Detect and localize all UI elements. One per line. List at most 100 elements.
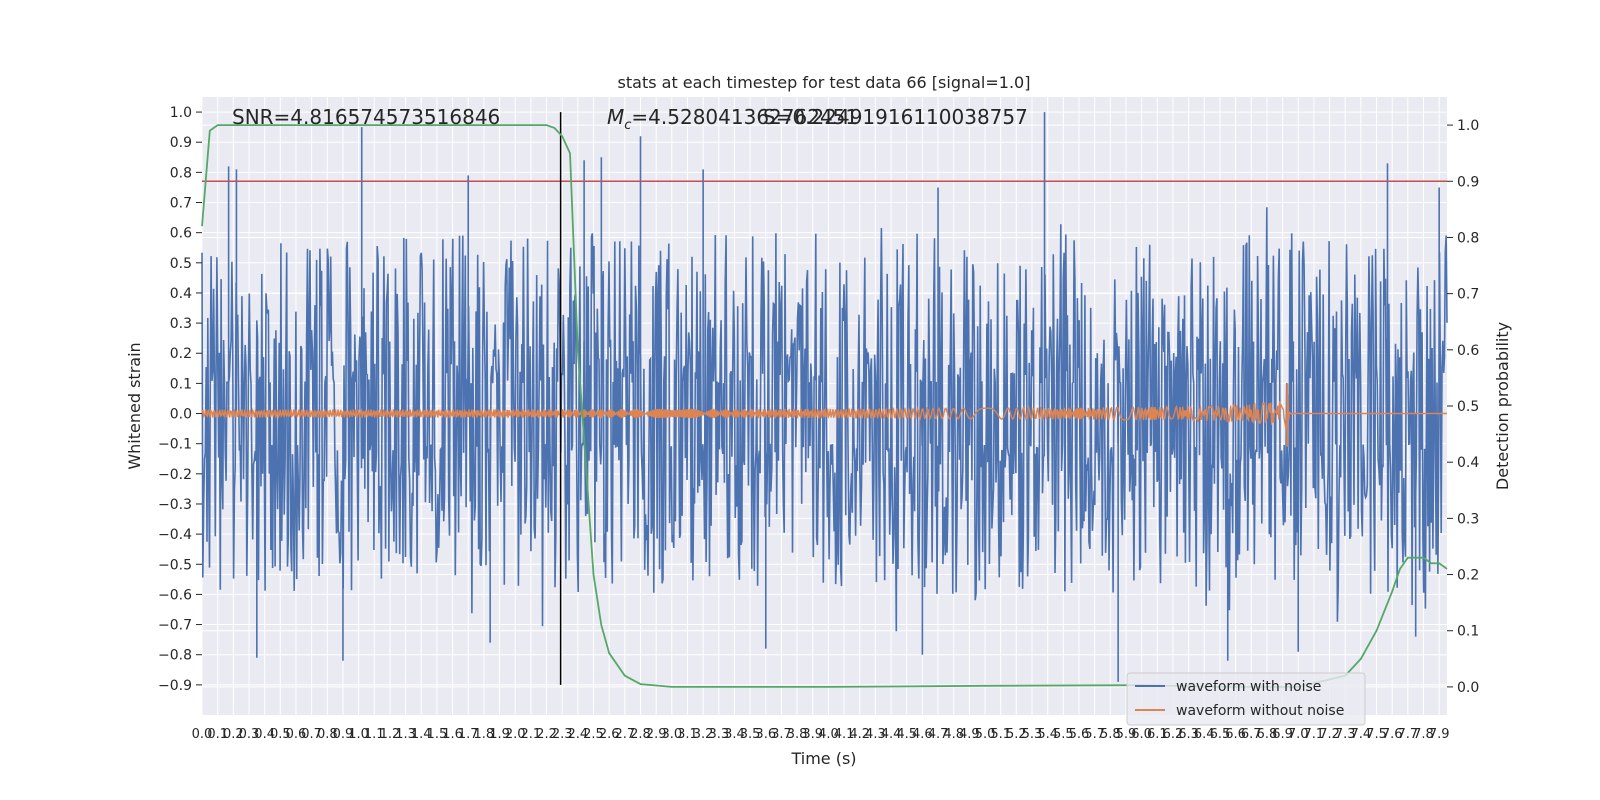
x-tick-label: 6.3 — [1178, 727, 1199, 742]
x-tick-label: 4.9 — [959, 727, 980, 742]
x-tick-label: 6.1 — [1147, 727, 1168, 742]
x-tick-label: 2.3 — [552, 727, 573, 742]
x-tick-label: 3.9 — [802, 727, 823, 742]
y-tick-label-left: −0.6 — [158, 587, 192, 603]
x-tick-label: 7.3 — [1335, 727, 1356, 742]
x-tick-label: 7.2 — [1319, 727, 1340, 742]
x-tick-label: 4.3 — [865, 727, 886, 742]
x-tick-label: 4.1 — [834, 727, 855, 742]
y-tick-label-left: −0.9 — [158, 678, 192, 694]
y-tick-label-right: 0.7 — [1457, 287, 1479, 303]
legend-noise-label: waveform with noise — [1176, 679, 1321, 695]
x-tick-label: 1.8 — [474, 727, 495, 742]
x-tick-label: 6.0 — [1131, 727, 1152, 742]
x-tick-label: 7.8 — [1413, 727, 1434, 742]
x-tick-label: 5.0 — [975, 727, 996, 742]
x-tick-label: 5.8 — [1100, 727, 1121, 742]
series-waveform-without-noise — [201, 383, 1447, 447]
chirp-mass-subscript: c — [624, 118, 631, 133]
x-tick-label: 1.7 — [458, 727, 479, 742]
x-tick-label: 0.5 — [270, 727, 291, 742]
x-tick-label: 5.1 — [990, 727, 1011, 742]
x-tick-label: 0.9 — [333, 727, 354, 742]
x-tick-label: 4.7 — [928, 727, 949, 742]
x-tick-label: 4.4 — [881, 727, 902, 742]
x-tick-label: 0.2 — [223, 727, 244, 742]
chirp-mass-symbol: M — [607, 105, 624, 129]
y-tick-label-left: 0.1 — [170, 376, 192, 392]
chart-title: stats at each timestep for test data 66 … — [618, 73, 1031, 92]
x-tick-label: 5.3 — [1022, 727, 1043, 742]
y-tick-label-left: −0.2 — [158, 467, 192, 483]
x-tick-label: 5.6 — [1069, 727, 1090, 742]
x-tick-label: 1.4 — [411, 727, 432, 742]
x-tick-labels: 0.00.10.20.30.40.50.60.70.80.91.01.11.21… — [192, 727, 1450, 742]
x-tick-label: 1.2 — [380, 727, 401, 742]
chart-overlay — [201, 112, 1448, 688]
x-tick-label: 5.9 — [1116, 727, 1137, 742]
y-tick-label-left: 0.3 — [170, 316, 192, 332]
x-tick-label: 2.4 — [568, 727, 589, 742]
x-tick-label: 5.2 — [1006, 727, 1027, 742]
y-tick-label-left: −0.3 — [158, 497, 192, 513]
y-tick-label-left: 1.0 — [170, 105, 192, 121]
x-tick-label: 0.7 — [301, 727, 322, 742]
x-tick-label: 7.0 — [1288, 727, 1309, 742]
right-y-tick-labels: 1.0 0.9 0.8 0.7 0.6 0.5 0.4 0.3 0.2 0.1 0.0 — [1447, 118, 1479, 696]
x-tick-label: 6.8 — [1257, 727, 1278, 742]
y-axis-right-label: Detection probability — [1493, 322, 1512, 490]
y-tick-label-right: 0.1 — [1457, 624, 1479, 640]
x-tick-label: 6.9 — [1272, 727, 1293, 742]
x-tick-label: 2.2 — [536, 727, 557, 742]
x-tick-label: 0.6 — [286, 727, 307, 742]
x-tick-label: 3.4 — [724, 727, 745, 742]
y-tick-label-right: 0.0 — [1457, 680, 1479, 696]
y-tick-label-left: 0.7 — [170, 196, 192, 212]
y-tick-label-left: −0.4 — [158, 527, 192, 543]
y-tick-label-right: 0.6 — [1457, 343, 1479, 359]
x-tick-label: 3.5 — [740, 727, 761, 742]
y-tick-label-left: 0.8 — [170, 165, 192, 181]
x-tick-label: 3.3 — [708, 727, 729, 742]
y-tick-label-left: −0.7 — [158, 618, 192, 634]
x-tick-label: 2.9 — [646, 727, 667, 742]
y-tick-label-left: 0.2 — [170, 346, 192, 362]
x-axis-label: Time (s) — [790, 749, 856, 768]
chirp-mass-value: =4.528041362762451 — [631, 105, 858, 129]
x-tick-label: 7.1 — [1304, 727, 1325, 742]
chirp-mass-annotation: Mc=4.528041362762451 — [607, 105, 858, 133]
x-tick-label: 4.8 — [943, 727, 964, 742]
y-tick-label-right: 0.5 — [1457, 399, 1479, 415]
x-tick-label: 0.0 — [192, 727, 213, 742]
y-tick-label-left: −0.8 — [158, 648, 192, 664]
x-tick-label: 2.0 — [505, 727, 526, 742]
x-tick-label: 7.6 — [1382, 727, 1403, 742]
x-tick-label: 7.7 — [1398, 727, 1419, 742]
x-tick-label: 3.7 — [771, 727, 792, 742]
y-tick-label-right: 1.0 — [1457, 118, 1479, 134]
snr-annotation: SNR=4.816574573516846 — [232, 105, 500, 129]
x-tick-label: 6.6 — [1225, 727, 1246, 742]
legend-clean-label: waveform without noise — [1176, 703, 1344, 719]
x-tick-label: 1.1 — [364, 727, 385, 742]
legend: waveform with noise waveform without noi… — [1126, 672, 1366, 726]
x-tick-label: 5.7 — [1084, 727, 1105, 742]
left-y-tick-labels: 1.0 0.9 0.8 0.7 0.6 0.5 0.4 0.3 0.2 0.1 0.0 −0.1 −0.… — [158, 105, 202, 694]
x-tick-label: 3.8 — [787, 727, 808, 742]
x-tick-label: 3.6 — [755, 727, 776, 742]
y-tick-label-left: 0.0 — [170, 407, 192, 423]
x-tick-label: 3.2 — [693, 727, 714, 742]
clean-trace — [201, 394, 1447, 429]
series-waveform-with-noise — [201, 112, 1448, 682]
y-tick-label-right: 0.4 — [1457, 455, 1479, 471]
x-tick-label: 5.4 — [1037, 727, 1058, 742]
x-tick-label: 7.9 — [1429, 727, 1450, 742]
x-tick-label: 3.0 — [661, 727, 682, 742]
y-tick-label-right: 0.9 — [1457, 174, 1479, 190]
x-tick-label: 2.5 — [583, 727, 604, 742]
detection-probability-line — [201, 124, 1448, 688]
x-tick-label: 2.1 — [521, 727, 542, 742]
y-tick-label-left: 0.5 — [170, 256, 192, 272]
x-tick-label: 4.0 — [818, 727, 839, 742]
y-tick-label-left: 0.4 — [170, 286, 192, 302]
